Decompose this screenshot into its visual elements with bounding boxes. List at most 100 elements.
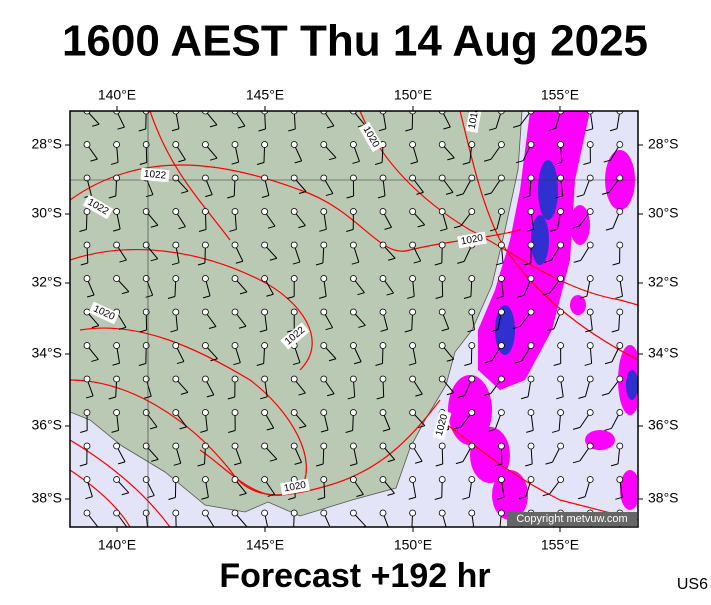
barb-station (350, 477, 356, 483)
barb-station (232, 242, 238, 248)
barb-station (291, 376, 297, 382)
barb-station (202, 309, 208, 315)
barb-station (587, 309, 593, 315)
barb-station (350, 142, 356, 148)
barb-station (173, 276, 179, 282)
barb-station (84, 477, 90, 483)
lat-label: 32°S (648, 274, 679, 290)
barb-station (380, 209, 386, 215)
barb-station (380, 477, 386, 483)
barb-flag (141, 531, 148, 533)
barb-station (498, 410, 504, 416)
barb-station (528, 309, 534, 315)
barb-station (321, 209, 327, 215)
barb-station (232, 510, 238, 516)
barb-station (202, 477, 208, 483)
barb-station (173, 410, 179, 416)
lat-label: 34°S (31, 345, 62, 361)
barb-station (262, 410, 268, 416)
barb-station (232, 142, 238, 148)
barb-station (291, 242, 297, 248)
barb-station (498, 510, 504, 516)
barb-flag (208, 528, 215, 530)
barb-station (84, 376, 90, 382)
barb-station (587, 443, 593, 449)
barb-station (439, 142, 445, 148)
barb-station (232, 477, 238, 483)
barb-station (114, 343, 120, 349)
lat-label: 32°S (31, 274, 62, 290)
barb-station (262, 477, 268, 483)
barb-station (350, 443, 356, 449)
barb-station (321, 242, 327, 248)
barb-station (321, 276, 327, 282)
barb-station (84, 510, 90, 516)
barb-station (232, 209, 238, 215)
barb-station (173, 376, 179, 382)
barb-station (558, 343, 564, 349)
barb-station (469, 209, 475, 215)
barb-station (232, 309, 238, 315)
lon-label: 145°E (246, 537, 284, 553)
barb-station (262, 142, 268, 148)
barb-station (380, 376, 386, 382)
barb-station (173, 309, 179, 315)
map-area: 1022 1022 1020 1020 1022 1020 1020 1020 … (70, 103, 642, 533)
barb-station (321, 142, 327, 148)
barb-flag (613, 531, 620, 533)
barb-station (202, 209, 208, 215)
lon-label: 145°E (246, 87, 284, 103)
barb-station (202, 142, 208, 148)
barb-station (173, 443, 179, 449)
barb-station (114, 242, 120, 248)
barb-station (498, 343, 504, 349)
barb-station (380, 443, 386, 449)
barb-station (84, 276, 90, 282)
barb-station (173, 242, 179, 248)
barb-station (617, 276, 623, 282)
barb-station (232, 410, 238, 416)
barb-station (202, 343, 208, 349)
lat-label: 38°S (31, 490, 62, 506)
barb-station (439, 510, 445, 516)
copyright: Copyright metvuw.com (516, 513, 627, 525)
lon-label: 140°E (98, 87, 136, 103)
barb-station (262, 309, 268, 315)
lat-label: 30°S (31, 205, 62, 221)
barb-station (350, 242, 356, 248)
barb-station (410, 510, 416, 516)
barb-station (587, 477, 593, 483)
barb-station (469, 142, 475, 148)
barb-station (528, 343, 534, 349)
barb-station (617, 376, 623, 382)
barb-station (587, 242, 593, 248)
barb-station (114, 142, 120, 148)
barb-station (410, 276, 416, 282)
barb-station (262, 276, 268, 282)
barb-station (262, 209, 268, 215)
barb-station (232, 376, 238, 382)
barb-station (410, 410, 416, 416)
barb-station (439, 276, 445, 282)
barb-flag (440, 530, 447, 532)
barb-station (558, 443, 564, 449)
barb-station (114, 276, 120, 282)
barb-station (469, 343, 475, 349)
lat-label: 30°S (648, 205, 679, 221)
barb-station (439, 309, 445, 315)
barb-station (410, 376, 416, 382)
barb-station (173, 209, 179, 215)
title: 1600 AEST Thu 14 Aug 2025 (62, 17, 648, 66)
barb-station (173, 343, 179, 349)
barb-station (528, 443, 534, 449)
barb-station (321, 510, 327, 516)
barb-station (262, 376, 268, 382)
barb-station (617, 410, 623, 416)
barb-station (350, 376, 356, 382)
barb-station (410, 142, 416, 148)
barb-station (262, 242, 268, 248)
barb-station (84, 242, 90, 248)
barb-station (84, 142, 90, 148)
barb-station (528, 142, 534, 148)
